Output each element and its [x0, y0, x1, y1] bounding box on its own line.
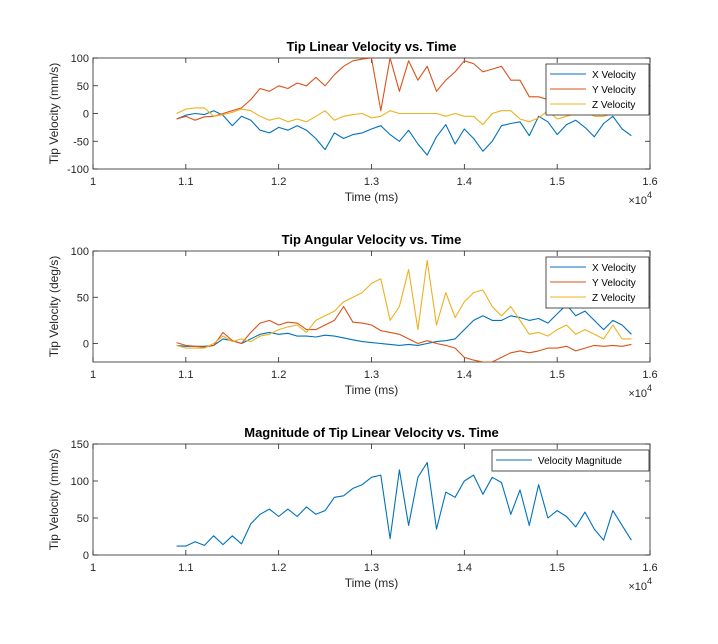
series-line-3 — [176, 107, 632, 126]
legend: X Velocity Y Velocity Z Velocity — [545, 256, 650, 309]
subplot-3: 1 1.1 1.2 1.3 1.4 1.5 1.6 0 50 100 150 ×104 Magnitud… — [47, 425, 658, 593]
x-tick-label: 1.5 — [550, 369, 565, 381]
y-tick-label: 50 — [77, 292, 89, 304]
y-axis-label: Tip Velocity (mm/s) — [47, 63, 61, 165]
y-tick-label: 150 — [71, 439, 89, 451]
x-tick-label: 1.1 — [178, 369, 193, 381]
legend-entry: Z Velocity — [592, 293, 635, 304]
x-exponent-power: 4 — [647, 576, 652, 586]
x-axis-label: Time (ms) — [345, 383, 399, 397]
x-exponent-label: ×104 — [628, 576, 652, 593]
x-tick-label: 1.4 — [457, 176, 472, 188]
series-line-1 — [176, 461, 632, 547]
x-tick-label: 1.2 — [271, 562, 286, 574]
y-tick-label: 50 — [77, 81, 89, 93]
legend: X Velocity Y Velocity Z Velocity — [545, 63, 650, 116]
y-tick-label: 50 — [77, 513, 89, 525]
x-axis-label: Time (ms) — [345, 576, 399, 590]
x-tick-label: 1.2 — [271, 369, 286, 381]
x-tick-label: 1.1 — [178, 562, 193, 574]
series-line-1 — [176, 304, 632, 347]
x-tick-label: 1.3 — [364, 369, 379, 381]
legend-entry: X Velocity — [592, 263, 636, 274]
x-tick-label: 1.1 — [178, 176, 193, 188]
x-tick-label: 1.6 — [642, 176, 657, 188]
y-tick-label: 0 — [83, 550, 89, 562]
legend-entry: Velocity Magnitude — [538, 456, 622, 467]
y-axis-label: Tip Velocity (deg/s) — [47, 256, 61, 358]
x-tick-label: 1.6 — [642, 562, 657, 574]
subplot-2: 1 1.1 1.2 1.3 1.4 1.5 1.6 0 50 100 ×104 Tip Angular… — [47, 232, 658, 400]
legend-box — [491, 449, 650, 472]
x-tick-label: 1.5 — [550, 176, 565, 188]
x-tick-label: 1.6 — [642, 369, 657, 381]
x-tick-label: 1.4 — [457, 369, 472, 381]
x-tick-label: 1.4 — [457, 562, 472, 574]
x-tick-label: 1 — [90, 562, 96, 574]
x-tick-label: 1.5 — [550, 562, 565, 574]
series-line-3 — [176, 259, 632, 349]
y-tick-label: 100 — [71, 53, 89, 65]
x-axis-label: Time (ms) — [345, 190, 399, 204]
y-tick-label: -100 — [67, 164, 89, 176]
legend-entry: Y Velocity — [592, 85, 636, 96]
y-tick-label: -50 — [73, 136, 89, 148]
x-exponent-label: ×104 — [628, 383, 652, 400]
x-tick-label: 1.2 — [271, 176, 286, 188]
chart-title: Tip Linear Velocity vs. Time — [286, 39, 456, 54]
x-tick-label: 1.3 — [364, 562, 379, 574]
x-exponent-power: 4 — [647, 383, 652, 393]
x-tick-label: 1 — [90, 176, 96, 188]
series-group — [176, 259, 632, 362]
series-line-1 — [176, 110, 632, 156]
y-tick-label: 0 — [83, 339, 89, 351]
subplot-1: 1 1.1 1.2 1.3 1.4 1.5 1.6 -100 -50 0 50 100 ×104 Tip … — [47, 39, 658, 207]
legend: Velocity Magnitude — [491, 449, 650, 472]
y-tick-label: 100 — [71, 476, 89, 488]
x-tick-label: 1.3 — [364, 176, 379, 188]
chart-title: Magnitude of Tip Linear Velocity vs. Tim… — [244, 425, 499, 440]
x-exponent-label: ×104 — [628, 190, 652, 207]
series-line-2 — [176, 305, 632, 362]
y-axis-label: Tip Velocity (mm/s) — [47, 449, 61, 551]
legend-entry: X Velocity — [592, 70, 636, 81]
y-tick-label: 100 — [71, 246, 89, 258]
x-tick-label: 1 — [90, 369, 96, 381]
legend-entry: Y Velocity — [592, 278, 636, 289]
y-tick-label: 0 — [83, 109, 89, 121]
legend-entry: Z Velocity — [592, 100, 635, 111]
series-group — [176, 461, 632, 547]
x-exponent-power: 4 — [647, 190, 652, 200]
chart-title: Tip Angular Velocity vs. Time — [282, 232, 462, 247]
